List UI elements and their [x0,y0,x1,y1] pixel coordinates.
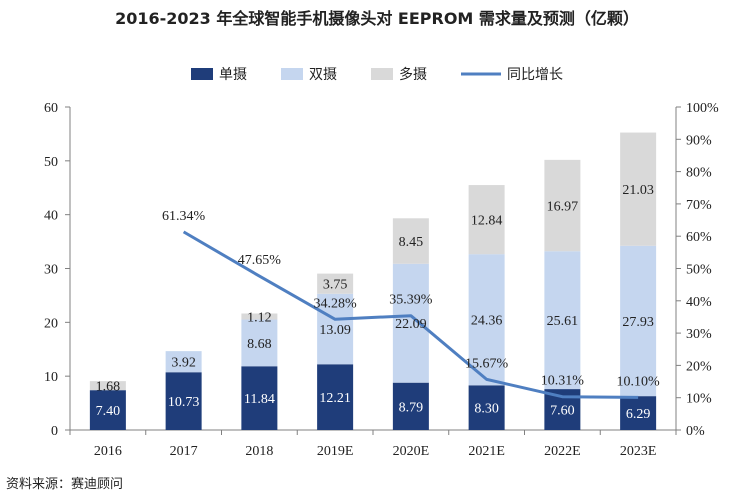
x-tick-label: 2017 [170,444,198,459]
chart-title: 2016-2023 年全球智能手机摄像头对 EEPROM 需求量及预测（亿颗） [115,9,639,28]
y-right-tick-label: 50% [686,263,712,278]
bar-value-label: 7.60 [550,404,575,419]
y-right-tick-label: 80% [686,166,712,181]
bar-segment [317,293,354,365]
y-left-tick-label: 0 [51,424,58,439]
bar-value-label: 8.45 [399,235,424,250]
growth-line [182,230,639,399]
bar-segment [544,159,581,252]
x-tick-label: 2020E [393,444,430,459]
chart-legend: 单摄 双摄 多摄 同比增长 [191,66,563,83]
legend-label: 单摄 [219,67,247,83]
y-right-tick-label: 40% [686,295,712,310]
chart-source: 资料来源：赛迪顾问 [6,476,123,492]
bar-segment [317,364,354,430]
y-left-tick-label: 60 [44,101,58,116]
growth-value-label: 15.67% [465,356,509,371]
y-left-tick-label: 50 [44,155,58,170]
bar-value-label: 1.12 [247,311,272,326]
y-right-tick-label: 0% [686,424,705,439]
growth-value-label: 47.65% [238,253,282,268]
y-right-tick-label: 90% [686,133,712,148]
legend-label: 同比增长 [507,67,563,83]
growth-value-label: 34.28% [314,296,358,311]
legend-swatch [281,68,303,80]
bar-value-label: 3.92 [171,356,196,371]
y-left-tick-label: 30 [44,263,58,278]
chart-bars [89,132,657,430]
bar-segment [165,372,202,430]
bar-segment [317,273,354,294]
bar-value-label: 21.03 [622,183,654,198]
bar-value-label: 6.29 [626,407,651,422]
bar-segment [544,251,581,390]
bar-segment [468,385,505,430]
chart-axes: 0 10 20 30 40 50 60 0% 10% 20% 30% 40% 50% 60% 70% 80% 9… [44,101,719,459]
bar-segment [241,313,278,320]
bar-value-label: 1.68 [96,380,121,395]
y-right-tick-label: 70% [686,198,712,213]
legend-swatch [191,68,213,80]
bar-segment [392,382,429,430]
legend-label: 双摄 [309,67,337,83]
bar-value-label: 12.84 [471,214,503,229]
bar-segment [165,351,202,373]
bar-segment [468,185,505,255]
bar-value-label: 7.40 [96,404,121,419]
legend-swatch [371,68,393,80]
bar-segment [620,245,657,397]
y-right-tick-label: 30% [686,327,712,342]
x-tick-label: 2021E [468,444,505,459]
bar-value-label: 8.30 [474,402,499,417]
bar-segment [620,132,657,246]
bar-segment [89,390,126,430]
growth-value-label: 35.39% [389,293,433,308]
bar-value-label: 11.84 [244,392,275,407]
growth-value-label: 61.34% [162,209,206,224]
bar-segment [392,218,429,264]
bar-value-label: 22.09 [395,317,427,332]
y-right-tick-label: 10% [686,392,712,407]
bar-value-label: 12.21 [319,391,351,406]
x-tick-label: 2019E [317,444,354,459]
bar-segment [241,319,278,367]
y-left-tick-label: 20 [44,316,58,331]
y-right-tick-label: 20% [686,359,712,374]
y-left-tick-label: 10 [44,370,58,385]
bar-value-label: 25.61 [547,314,579,329]
bar-value-label: 24.36 [471,314,503,329]
x-tick-label: 2018 [245,444,273,459]
chart-line-series [182,230,639,399]
y-left-tick-label: 40 [44,209,58,224]
bar-segment [468,254,505,386]
bar-value-label: 13.09 [319,323,351,338]
x-tick-label: 2022E [544,444,581,459]
growth-value-label: 10.10% [617,374,661,389]
bar-value-label: 8.79 [399,400,424,415]
bar-value-label: 10.73 [168,395,200,410]
x-tick-label: 2023E [620,444,657,459]
x-tick-label: 2016 [94,444,122,459]
bar-segment [89,381,126,391]
bar-segment [392,263,429,383]
y-right-tick-label: 100% [686,101,719,116]
chart-data-labels: 7.40 1.68 10.73 3.92 11.84 8.68 1.12 12.21 13.09… [96,183,660,422]
bar-value-label: 8.68 [247,337,272,352]
bar-value-label: 27.93 [622,315,654,330]
legend-label: 多摄 [399,66,427,83]
bar-segment [241,366,278,430]
bar-value-label: 16.97 [547,200,579,215]
growth-value-label: 10.31% [541,374,585,389]
y-right-tick-label: 60% [686,230,712,245]
bar-value-label: 3.75 [323,278,348,293]
bar-segment [620,396,657,430]
